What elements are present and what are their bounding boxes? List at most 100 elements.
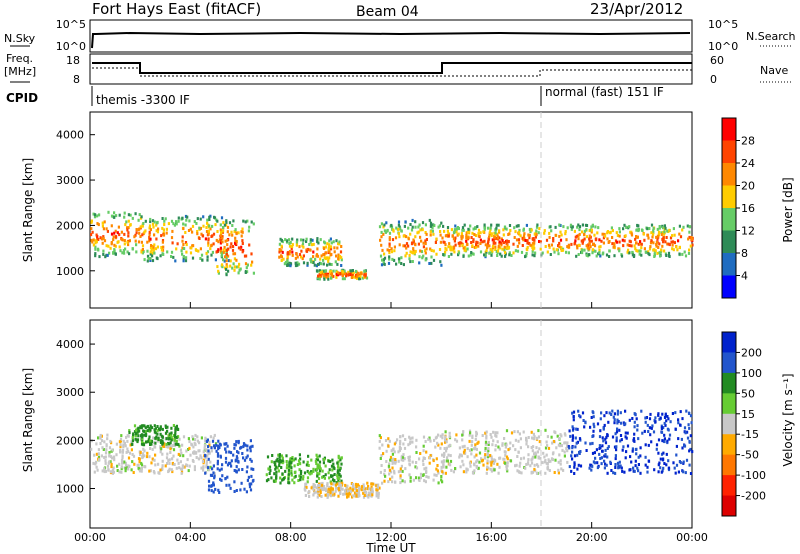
echo-cell <box>538 447 541 451</box>
echo-cell <box>286 262 289 266</box>
echo-cell <box>342 270 345 274</box>
echo-cell <box>123 211 126 215</box>
echo-cell <box>228 221 232 225</box>
echo-cell <box>181 443 184 447</box>
echo-cell <box>397 459 400 463</box>
echo-cell <box>265 473 268 477</box>
echo-cell <box>574 235 577 239</box>
echo-cell <box>690 421 693 425</box>
echo-cell <box>636 424 639 428</box>
echo-cell <box>318 261 321 265</box>
echo-cell <box>453 246 456 250</box>
echo-cell <box>438 248 442 251</box>
echo-cell <box>566 441 569 445</box>
echo-cell <box>287 472 290 476</box>
echo-cell <box>95 460 98 464</box>
echo-cell <box>580 249 584 253</box>
echo-cell <box>160 246 163 249</box>
echo-cell <box>203 444 206 447</box>
echo-cell <box>380 243 383 247</box>
echo-cell <box>606 455 609 459</box>
echo-cell <box>219 228 222 232</box>
echo-cell <box>217 447 220 451</box>
echo-cell <box>562 468 565 472</box>
echo-cell <box>651 235 654 239</box>
echo-cell <box>472 240 475 244</box>
echo-cell <box>432 459 435 463</box>
echo-cell <box>129 443 132 447</box>
echo-cell <box>198 449 201 453</box>
echo-cell <box>519 461 522 465</box>
echo-cell <box>599 254 602 258</box>
echo-cell <box>646 227 649 231</box>
echo-cell <box>363 489 366 493</box>
echo-cell <box>473 245 476 249</box>
echo-cell <box>126 240 129 244</box>
echo-cell <box>165 231 168 235</box>
echo-cell <box>475 464 478 468</box>
echo-cell <box>572 427 575 431</box>
echo-cell <box>516 244 519 248</box>
echo-cell <box>663 462 666 465</box>
echo-cell <box>149 250 152 254</box>
echo-cell <box>578 437 582 441</box>
echo-cell <box>399 435 402 439</box>
echo-cell <box>582 419 585 422</box>
echo-cell <box>659 466 662 470</box>
echo-cell <box>618 249 621 253</box>
echo-cell <box>95 452 98 456</box>
echo-cell <box>611 242 614 246</box>
echo-cell <box>110 224 113 228</box>
echo-cell <box>220 231 223 235</box>
echo-cell <box>104 469 108 473</box>
echo-cell <box>105 227 108 231</box>
echo-cell <box>326 242 329 246</box>
echo-cell <box>496 249 500 253</box>
echo-cell <box>593 425 596 429</box>
echo-cell <box>585 224 589 227</box>
echo-cell <box>329 247 333 251</box>
echo-cell <box>381 443 384 447</box>
echo-cell <box>405 251 408 255</box>
echo-cell <box>232 252 235 256</box>
echo-cell <box>605 411 608 415</box>
x-tick-label: 00:00 <box>676 531 708 544</box>
echo-cell <box>552 239 555 243</box>
echo-cell <box>322 262 325 266</box>
echo-cell <box>660 233 663 236</box>
echo-cell <box>618 240 621 244</box>
echo-cell <box>489 248 492 251</box>
echo-cell <box>558 241 561 245</box>
echo-cell <box>360 488 363 492</box>
echo-cell <box>210 253 213 257</box>
echo-cell <box>462 246 465 250</box>
echo-cell <box>484 442 487 446</box>
echo-cell <box>157 462 160 466</box>
echo-cell <box>667 254 671 258</box>
echo-cell <box>513 236 516 239</box>
echo-cell <box>520 250 524 254</box>
echo-cell <box>544 446 548 450</box>
echo-cell <box>221 463 224 467</box>
echo-cell <box>212 242 215 246</box>
echo-cell <box>121 459 124 463</box>
echo-cell <box>176 242 179 246</box>
echo-cell <box>214 487 217 491</box>
echo-cell <box>327 244 331 248</box>
echo-cell <box>95 442 98 446</box>
echo-cell <box>308 490 311 494</box>
echo-cell <box>136 438 140 442</box>
nsearch-label: N.Search <box>746 30 796 43</box>
echo-cell <box>300 255 303 259</box>
echo-cell <box>134 212 137 216</box>
echo-cell <box>428 436 431 440</box>
echo-cell <box>424 231 427 234</box>
echo-cell <box>479 231 482 235</box>
echo-cell <box>241 250 244 254</box>
echo-cell <box>340 483 343 487</box>
echo-cell <box>422 435 426 439</box>
echo-cell <box>647 430 650 433</box>
echo-cell <box>633 425 636 429</box>
echo-cell <box>686 224 689 228</box>
echo-cell <box>498 240 501 244</box>
